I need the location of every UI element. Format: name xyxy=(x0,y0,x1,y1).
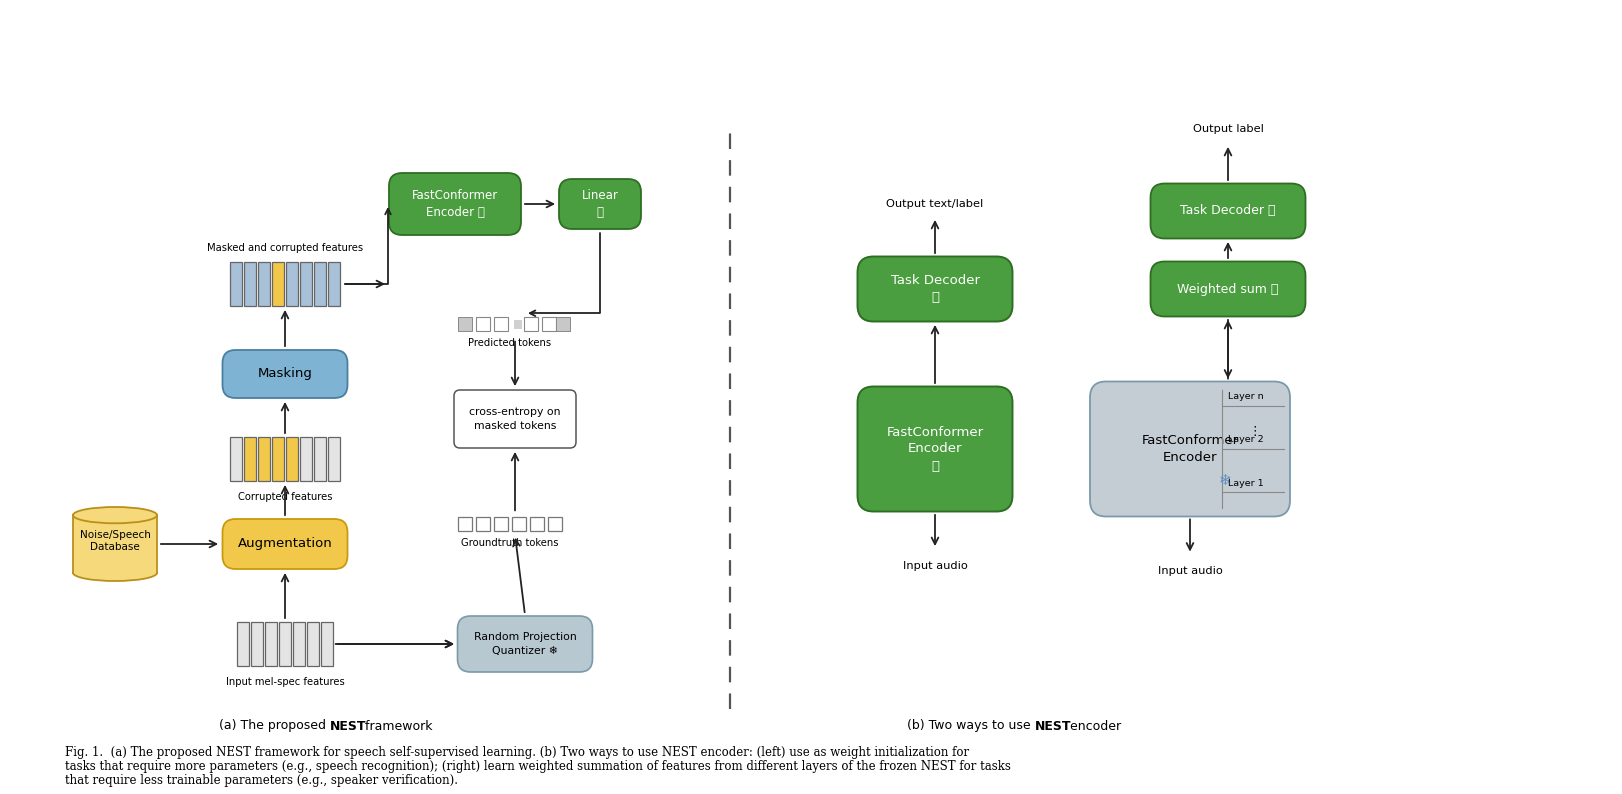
Bar xyxy=(230,262,242,306)
Bar xyxy=(266,622,277,666)
Bar xyxy=(495,318,508,331)
Text: NEST: NEST xyxy=(329,719,367,733)
Text: Output text/label: Output text/label xyxy=(886,199,983,209)
Bar xyxy=(513,517,526,530)
FancyBboxPatch shape xyxy=(222,519,347,569)
Bar xyxy=(245,437,256,481)
Bar xyxy=(514,319,522,329)
Bar xyxy=(307,622,320,666)
Text: NEST: NEST xyxy=(1035,719,1072,733)
Bar xyxy=(237,622,248,666)
Bar xyxy=(328,437,339,481)
Bar xyxy=(457,517,472,530)
Bar xyxy=(251,622,263,666)
Text: Predicted tokens: Predicted tokens xyxy=(469,337,551,348)
Text: Fig. 1.  (a) The proposed NEST framework for speech self-supervised learning. (b: Fig. 1. (a) The proposed NEST framework … xyxy=(65,746,968,759)
Bar xyxy=(530,517,543,530)
Bar xyxy=(279,622,290,666)
Bar xyxy=(294,622,305,666)
FancyBboxPatch shape xyxy=(560,179,641,229)
Text: Masking: Masking xyxy=(258,368,313,380)
FancyBboxPatch shape xyxy=(222,350,347,398)
Text: Layer 2: Layer 2 xyxy=(1228,435,1264,445)
FancyBboxPatch shape xyxy=(454,390,576,448)
Text: FastConformer
Encoder 🔥: FastConformer Encoder 🔥 xyxy=(412,189,498,219)
Text: Input audio: Input audio xyxy=(1158,566,1223,576)
Bar xyxy=(457,318,472,331)
Text: Task Decoder
🔥: Task Decoder 🔥 xyxy=(890,274,980,304)
Bar xyxy=(321,622,333,666)
Text: cross-entropy on
masked tokens: cross-entropy on masked tokens xyxy=(469,407,561,430)
Text: that require less trainable parameters (e.g., speaker verification).: that require less trainable parameters (… xyxy=(65,774,457,787)
Ellipse shape xyxy=(73,507,157,523)
FancyBboxPatch shape xyxy=(457,616,592,672)
Bar xyxy=(524,318,537,331)
Bar xyxy=(272,437,284,481)
Bar xyxy=(475,517,490,530)
Text: Augmentation: Augmentation xyxy=(238,538,333,550)
Bar xyxy=(475,318,490,331)
Bar xyxy=(315,437,326,481)
Bar xyxy=(258,262,269,306)
Text: Linear
🔥: Linear 🔥 xyxy=(582,189,618,219)
Bar xyxy=(285,262,298,306)
Bar xyxy=(548,517,561,530)
Text: encoder: encoder xyxy=(1066,719,1121,733)
Text: Layer n: Layer n xyxy=(1228,392,1264,401)
Text: Layer 1: Layer 1 xyxy=(1228,479,1264,488)
Text: Masked and corrupted features: Masked and corrupted features xyxy=(208,243,363,253)
Text: Groundtruth tokens: Groundtruth tokens xyxy=(461,538,558,548)
Text: ❄: ❄ xyxy=(1218,473,1231,488)
FancyBboxPatch shape xyxy=(858,387,1012,511)
Text: (b) Two ways to use: (b) Two ways to use xyxy=(907,719,1035,733)
Bar xyxy=(300,262,311,306)
Bar xyxy=(230,437,242,481)
Text: FastConformer
Encoder
🔥: FastConformer Encoder 🔥 xyxy=(887,426,983,472)
FancyBboxPatch shape xyxy=(389,173,521,235)
Bar xyxy=(495,517,508,530)
Text: ⋮: ⋮ xyxy=(1249,426,1262,438)
Bar xyxy=(328,262,339,306)
Text: Input mel-spec features: Input mel-spec features xyxy=(225,677,344,687)
Text: Output label: Output label xyxy=(1192,124,1264,134)
Text: framework: framework xyxy=(362,719,433,733)
FancyBboxPatch shape xyxy=(1150,183,1306,238)
Text: Weighted sum 🔥: Weighted sum 🔥 xyxy=(1178,283,1278,295)
Bar xyxy=(73,515,157,572)
Ellipse shape xyxy=(73,565,157,581)
Bar xyxy=(272,262,284,306)
FancyBboxPatch shape xyxy=(858,256,1012,322)
Text: FastConformer
Encoder: FastConformer Encoder xyxy=(1142,434,1239,464)
Bar xyxy=(285,437,298,481)
Bar xyxy=(556,318,569,331)
Text: (a) The proposed: (a) The proposed xyxy=(219,719,329,733)
Bar xyxy=(245,262,256,306)
Text: Input audio: Input audio xyxy=(902,561,967,571)
Bar xyxy=(300,437,311,481)
Text: Corrupted features: Corrupted features xyxy=(238,492,333,502)
Bar xyxy=(315,262,326,306)
Bar xyxy=(258,437,269,481)
Text: tasks that require more parameters (e.g., speech recognition); (right) learn wei: tasks that require more parameters (e.g.… xyxy=(65,760,1011,773)
FancyBboxPatch shape xyxy=(1090,381,1289,517)
Text: Noise/Speech
Database: Noise/Speech Database xyxy=(79,530,151,552)
Bar xyxy=(542,318,555,331)
Text: Task Decoder 🔥: Task Decoder 🔥 xyxy=(1181,205,1277,218)
FancyBboxPatch shape xyxy=(1150,261,1306,317)
Text: Random Projection
Quantizer ❄: Random Projection Quantizer ❄ xyxy=(474,632,576,656)
